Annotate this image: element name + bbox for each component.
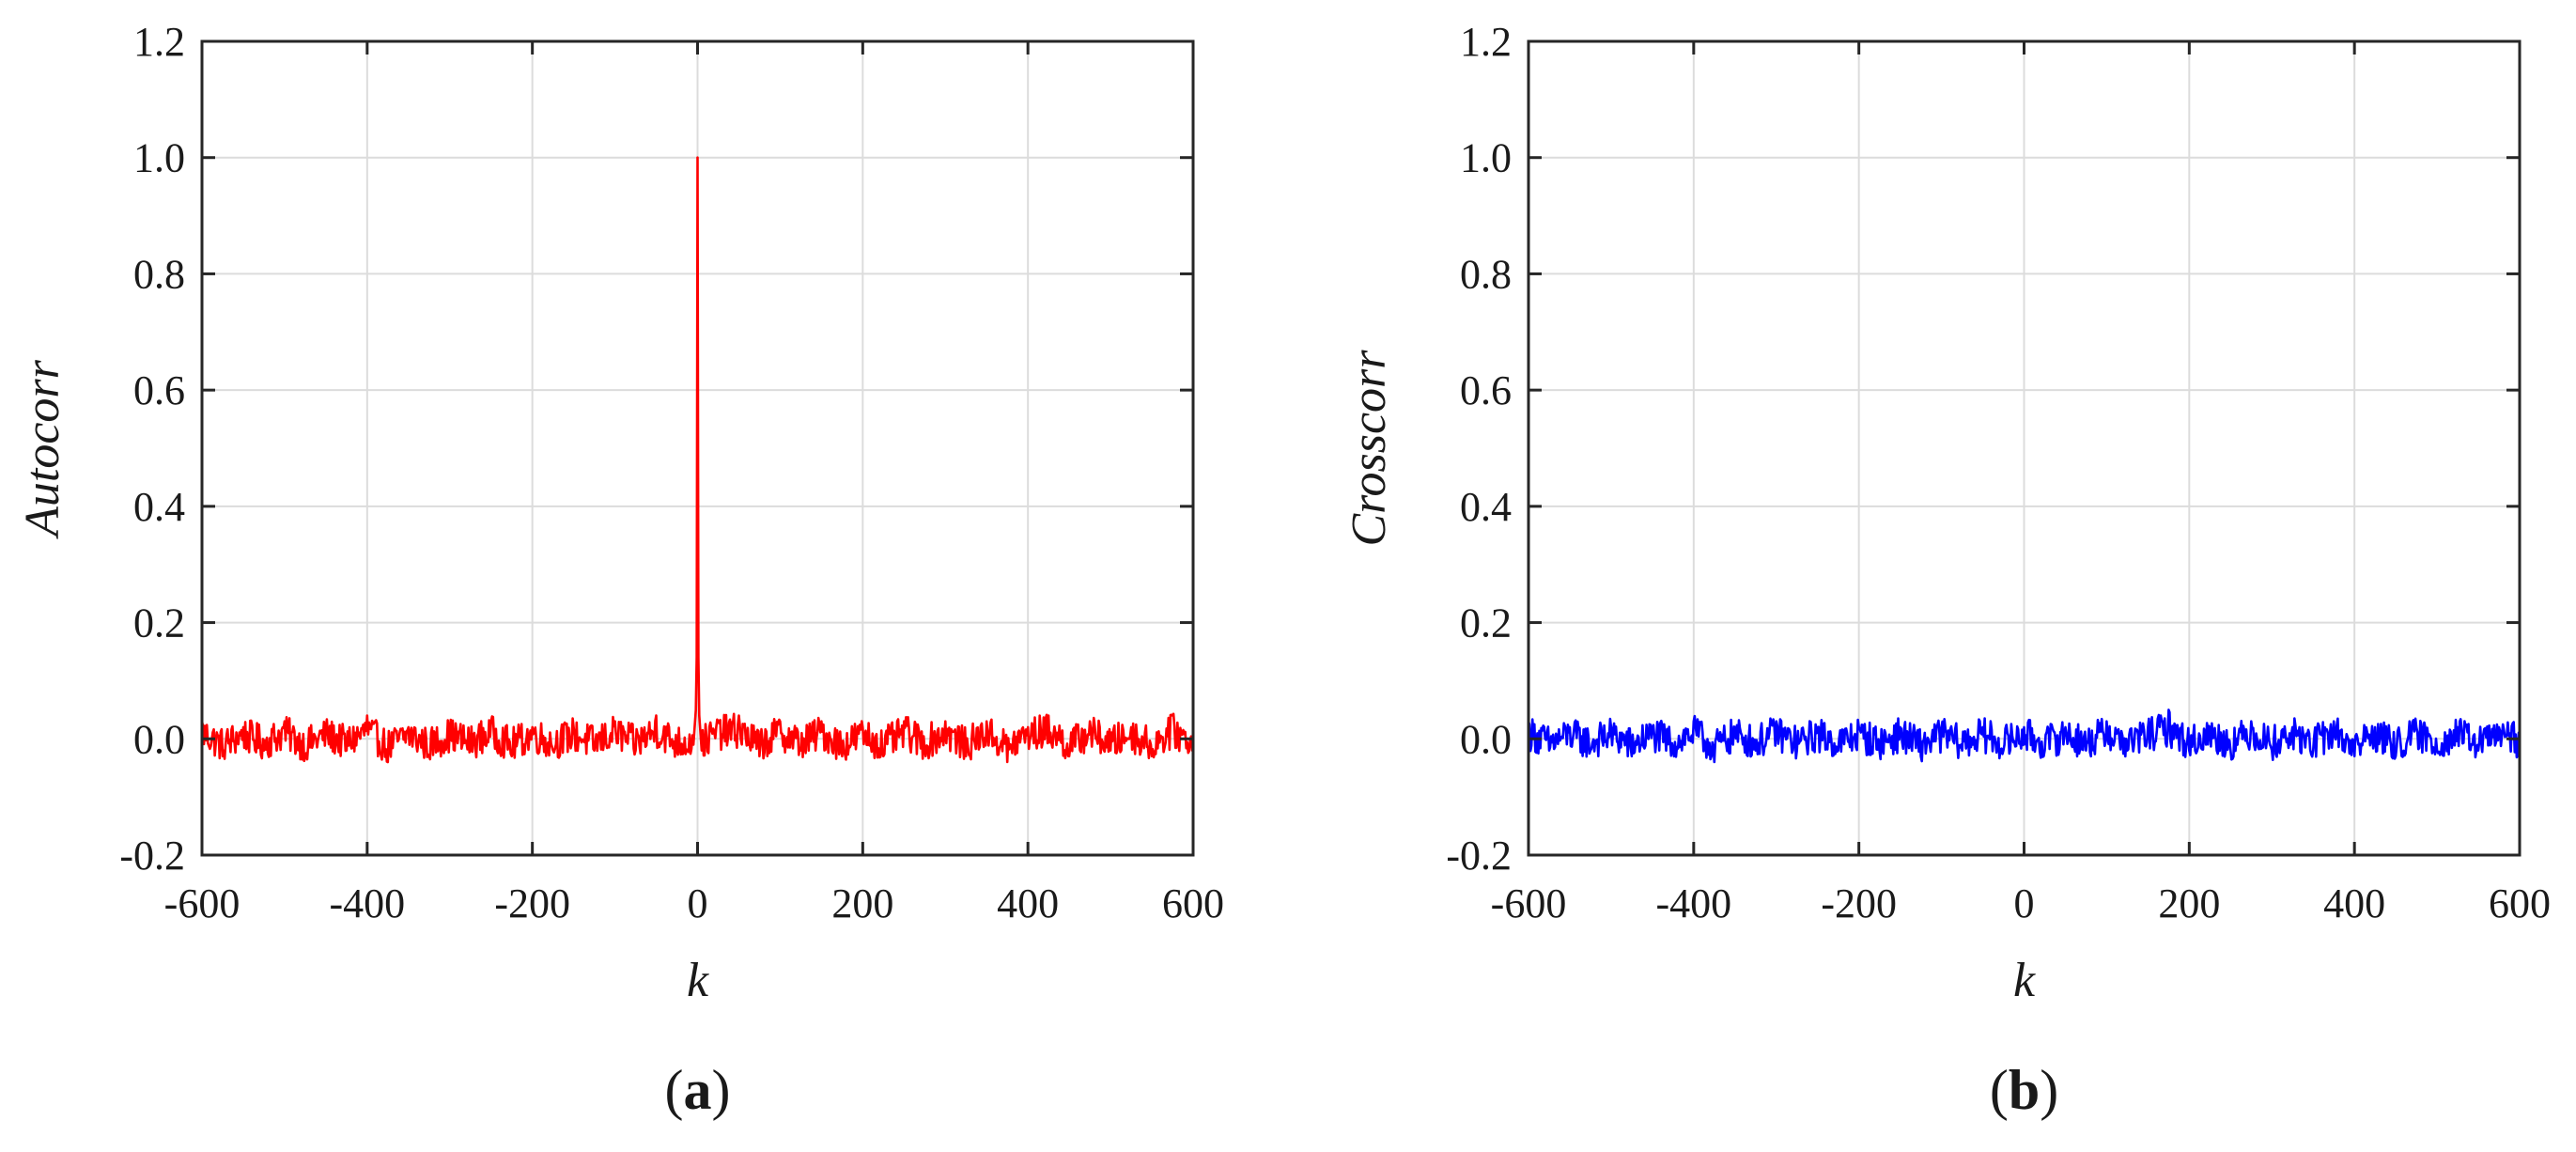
- y-axis-label: Crosscorr: [1342, 350, 1396, 547]
- x-axis-label: k: [2013, 954, 2036, 1007]
- y-tick-label: 0.4: [1460, 484, 1512, 530]
- chart-panel-b: -600 -400 -200 0 200 400 600 -0.2 0.0 0.2 0.4 0.6 0.…: [1342, 19, 2551, 1121]
- y-tick-label: 0.2: [133, 600, 185, 646]
- x-tick-label: 600: [1162, 880, 1224, 926]
- x-tick-label: 400: [2323, 880, 2385, 926]
- y-tick-label: 0.2: [1460, 600, 1512, 646]
- y-tick-label: -0.2: [1446, 833, 1512, 879]
- y-axis-label: Autocorr: [16, 359, 70, 539]
- y-tick-label: 0.6: [133, 367, 185, 413]
- data-series-line: [200, 156, 1194, 764]
- y-tick-label: 1.0: [1460, 135, 1512, 181]
- panel-label: (b): [1990, 1059, 2058, 1121]
- chart-panel-a: -600 -400 -200 0 200 400 600 -0.2 0.0 0.2 0.4 0.6 0.…: [16, 19, 1224, 1121]
- x-tick-label: 400: [997, 880, 1059, 926]
- y-tick-label: 1.2: [1460, 19, 1512, 65]
- panel-label: (a): [665, 1059, 731, 1121]
- x-tick-label: -200: [494, 880, 570, 926]
- y-tick-label: 0.0: [133, 716, 185, 762]
- x-tick-label: 600: [2489, 880, 2551, 926]
- x-tick-label: -400: [1656, 880, 1732, 926]
- y-tick-label: 0.8: [133, 251, 185, 297]
- y-tick-label: 0.4: [133, 484, 185, 530]
- x-tick-label: -600: [1491, 880, 1567, 926]
- data-series-line: [1527, 708, 2522, 764]
- y-tick-label: 1.2: [133, 19, 185, 65]
- y-tick-label: -0.2: [119, 833, 185, 879]
- x-tick-label: -400: [330, 880, 406, 926]
- x-tick-label: -600: [164, 880, 241, 926]
- y-tick-label: 0.0: [1460, 716, 1512, 762]
- y-tick-label: 1.0: [133, 135, 185, 181]
- x-tick-label: 0: [2014, 880, 2035, 926]
- y-tick-label: 0.8: [1460, 251, 1512, 297]
- y-tick-label: 0.6: [1460, 367, 1512, 413]
- x-tick-label: 200: [2158, 880, 2220, 926]
- x-tick-label: 200: [831, 880, 893, 926]
- x-tick-label: -200: [1821, 880, 1897, 926]
- x-axis-label: k: [687, 954, 709, 1007]
- x-tick-label: 0: [688, 880, 708, 926]
